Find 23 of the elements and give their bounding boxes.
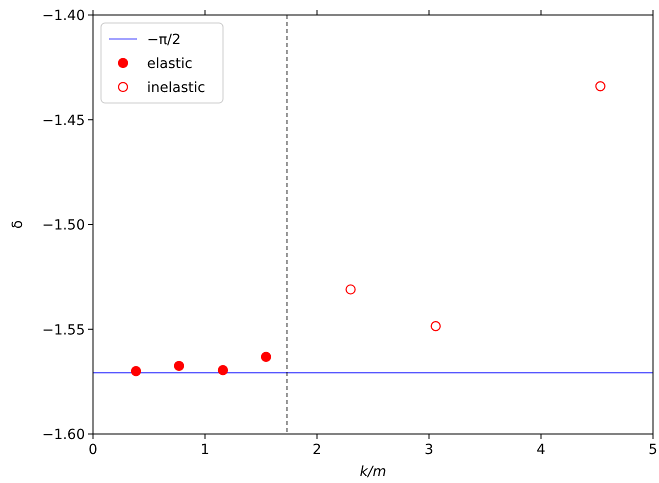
point [130,366,142,376]
legend-label: inelastic [147,80,206,96]
x-tick-label: 2 [312,442,322,458]
legend-label: −π/2 [147,32,181,48]
x-tick-label: 3 [424,442,434,458]
x-tick-label: 5 [648,442,658,458]
point [260,352,272,362]
y-tick-label: −1.45 [42,112,85,129]
y-tick-label: −1.60 [42,427,85,443]
y-tick-label: −1.40 [42,8,85,24]
point [174,360,184,372]
point [346,284,356,295]
point [218,365,228,376]
legend-label: elastic [147,56,192,72]
x-tick-label: 1 [200,442,210,458]
y-tick-label: −1.50 [42,218,85,234]
y-tick-label: −1.55 [42,322,85,338]
y-axis-title: δ [10,220,26,229]
point [595,81,606,92]
x-tick-label: 0 [88,442,98,458]
x-tick-label: 4 [536,442,546,458]
x-axis-title: k/m [360,464,386,480]
point [430,321,441,332]
